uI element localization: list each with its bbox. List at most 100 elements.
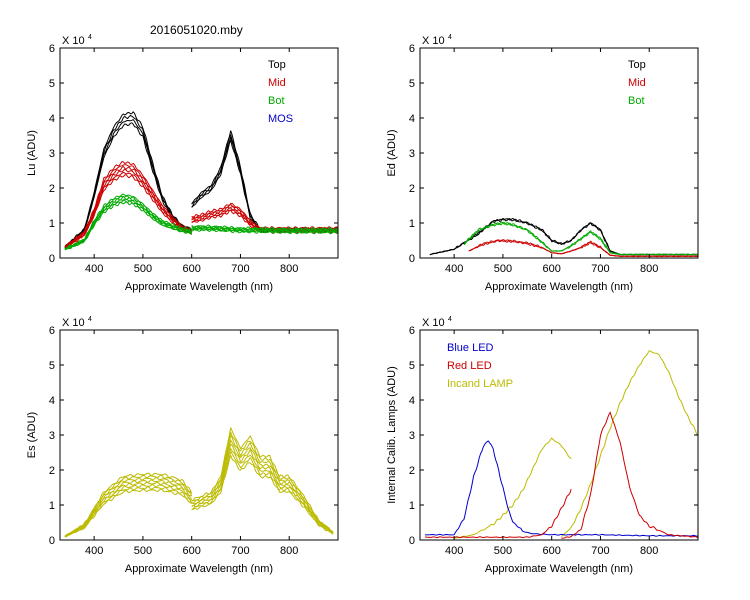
legend-entry-incand-lamp: Incand LAMP xyxy=(447,378,513,390)
series-line-bot-1-0 xyxy=(463,221,698,256)
series-group xyxy=(429,217,698,258)
series-group xyxy=(64,427,334,538)
x-tick-label: 700 xyxy=(591,263,609,275)
y-tick-label: 0 xyxy=(409,535,415,547)
y-tick-label: 6 xyxy=(409,325,415,337)
y-tick-label: 0 xyxy=(409,253,415,265)
y-tick-label: 5 xyxy=(49,360,55,372)
series-line-bot-2-1 xyxy=(191,227,338,233)
x-tick-label: 400 xyxy=(445,545,463,557)
y-tick-label: 4 xyxy=(409,395,415,407)
x-tick-label: 400 xyxy=(85,545,103,557)
y-multiplier: X 10 xyxy=(422,35,445,47)
legend-entry-red-led: Red LED xyxy=(447,360,492,372)
series-line-red-led-0-0 xyxy=(424,489,572,539)
series-line-es-2-1 xyxy=(191,448,334,534)
x-axis-label: Approximate Wavelength (nm) xyxy=(485,563,633,575)
series-line-es-0-1 xyxy=(191,454,334,535)
y-tick-label: 1 xyxy=(409,218,415,230)
series-line-mid-0-0 xyxy=(64,174,192,249)
x-tick-label: 800 xyxy=(640,263,658,275)
y-tick-label: 4 xyxy=(49,113,55,125)
y-axis-label: Internal Calib. Lamps (ADU) xyxy=(386,366,398,504)
y-multiplier-exponent: 4 xyxy=(448,316,452,323)
y-tick-label: 2 xyxy=(409,183,415,195)
y-tick-label: 3 xyxy=(409,430,415,442)
y-multiplier: X 10 xyxy=(62,35,85,47)
y-tick-label: 3 xyxy=(409,148,415,160)
x-axis-label: Approximate Wavelength (nm) xyxy=(125,563,273,575)
x-tick-label: 600 xyxy=(543,545,561,557)
series-line-bot-5-1 xyxy=(191,224,338,231)
x-tick-label: 800 xyxy=(280,263,298,275)
panel-ed: 400 500 600 700 800 0 1 2 3 4 5 6 Approximate Wavele… xyxy=(386,34,699,293)
y-axis-label: Es (ADU) xyxy=(26,412,38,458)
legend-entry-bot: Bot xyxy=(628,95,645,107)
y-tick-label: 2 xyxy=(49,183,55,195)
y-tick-label: 4 xyxy=(409,113,415,125)
series-line-red-led-0-1 xyxy=(561,411,698,539)
series-line-es-5-1 xyxy=(191,434,334,533)
y-tick-label: 6 xyxy=(49,325,55,337)
x-tick-label: 500 xyxy=(134,545,152,557)
series-line-es-4-0 xyxy=(64,479,192,537)
y-tick-label: 5 xyxy=(49,78,55,90)
legend-entry-mid: Mid xyxy=(628,77,646,89)
series-line-mid-1-0 xyxy=(468,239,698,258)
series-group xyxy=(64,111,338,251)
x-tick-label: 700 xyxy=(231,263,249,275)
y-multiplier-exponent: 4 xyxy=(88,34,92,41)
y-tick-label: 0 xyxy=(49,253,55,265)
y-multiplier: X 10 xyxy=(422,317,445,329)
series-line-es-0-0 xyxy=(64,488,192,538)
series-line-es-4-1 xyxy=(191,439,334,534)
x-axis-label: Approximate Wavelength (nm) xyxy=(125,281,273,293)
series-line-incand-lamp-0-1 xyxy=(561,350,698,537)
series-line-mid-2-0 xyxy=(64,168,192,248)
x-tick-label: 500 xyxy=(494,545,512,557)
series-line-es-1-0 xyxy=(64,486,193,538)
plot-frame xyxy=(419,47,699,259)
y-tick-label: 6 xyxy=(409,43,415,55)
y-tick-label: 5 xyxy=(409,360,415,372)
series-line-es-2-0 xyxy=(64,484,192,538)
series-line-bot-1-0 xyxy=(64,199,192,251)
x-tick-label: 400 xyxy=(445,263,463,275)
x-tick-label: 800 xyxy=(280,545,298,557)
series-line-blue-led-0-0 xyxy=(424,440,698,537)
series-line-mid-1-0 xyxy=(64,171,193,249)
series-line-top-2-1 xyxy=(191,134,338,232)
x-tick-label: 600 xyxy=(183,545,201,557)
series-group xyxy=(424,350,698,539)
series-line-top-0-1 xyxy=(191,139,338,233)
y-multiplier-exponent: 4 xyxy=(88,316,92,323)
series-line-mid-5-1 xyxy=(191,202,338,230)
legend-entry-mid: Mid xyxy=(268,77,286,89)
y-axis-label: Ed (ADU) xyxy=(386,129,398,176)
x-tick-label: 500 xyxy=(134,263,152,275)
legend-entry-blue-led: Blue LED xyxy=(447,342,494,354)
series-line-bot-0-1 xyxy=(191,228,338,235)
series-line-bot-4-1 xyxy=(191,225,338,232)
series-line-es-7-1 xyxy=(191,427,334,533)
series-line-es-6-0 xyxy=(64,474,193,537)
y-tick-label: 1 xyxy=(409,500,415,512)
x-tick-label: 700 xyxy=(591,545,609,557)
y-multiplier: X 10 xyxy=(62,317,85,329)
panel-es: 400 500 600 700 800 0 1 2 3 4 5 6 Approximate Wavele… xyxy=(26,316,339,575)
series-line-es-7-0 xyxy=(64,472,193,537)
series-line-bot-3-1 xyxy=(191,226,338,233)
y-tick-label: 0 xyxy=(49,535,55,547)
y-tick-label: 1 xyxy=(49,218,55,230)
y-multiplier-exponent: 4 xyxy=(448,34,452,41)
x-axis-label: Approximate Wavelength (nm) xyxy=(485,281,633,293)
x-tick-label: 600 xyxy=(183,263,201,275)
series-line-incand-lamp-0-0 xyxy=(454,437,572,539)
legend-entry-bot: Bot xyxy=(268,95,285,107)
panel-lu: 400 500 600 700 800 0 1 2 3 4 5 6 Approximate Wavele… xyxy=(26,34,339,293)
y-tick-label: 2 xyxy=(49,465,55,477)
y-tick-label: 5 xyxy=(409,78,415,90)
y-axis-label: Lu (ADU) xyxy=(26,130,38,176)
x-tick-label: 500 xyxy=(494,263,512,275)
